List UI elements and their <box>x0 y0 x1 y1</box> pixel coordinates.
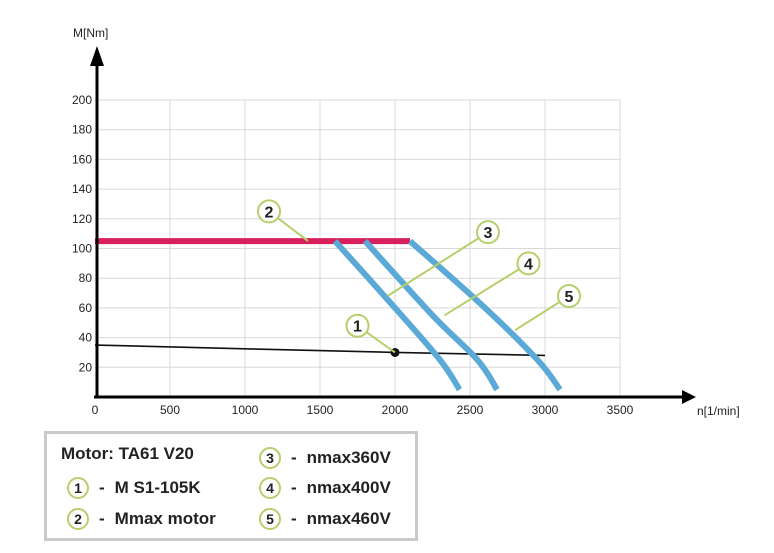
legend-entry-5: 5 - nmax460V <box>259 508 391 530</box>
legend-badge-3: 3 <box>259 447 281 469</box>
x-tick-label: 1000 <box>232 403 259 417</box>
legend-dash: - <box>291 509 297 528</box>
x-tick-label: 2000 <box>382 403 409 417</box>
callout-circle-5 <box>557 284 581 309</box>
legend-dash: - <box>99 478 105 497</box>
x-tick-label: 3500 <box>607 403 634 417</box>
grid <box>95 99 621 397</box>
legend-dash: - <box>99 509 105 528</box>
legend-label-3: nmax360V <box>306 448 391 467</box>
axes <box>90 46 696 404</box>
y-tick-label: 200 <box>72 93 92 107</box>
legend-box: Motor: TA61 V20 1 - M S1-105K 2 - Mmax m… <box>44 431 418 541</box>
callout-circle-2 <box>257 199 281 224</box>
y-tick-label: 140 <box>72 182 92 196</box>
y-tick-label: 40 <box>79 331 93 345</box>
y-tick-label: 160 <box>72 152 92 166</box>
curves <box>94 238 563 392</box>
y-tick-label: 100 <box>72 242 92 256</box>
callout-number-3: 3 <box>484 225 493 242</box>
legend-title: Motor: TA61 V20 <box>61 444 194 463</box>
callout-number-4: 4 <box>524 256 533 273</box>
legend-badge-4: 4 <box>259 477 281 499</box>
x-tick-label: 500 <box>160 403 180 417</box>
callout-circle-4 <box>516 251 541 276</box>
x-axis-arrow <box>682 390 696 404</box>
y-axis-title: M[Nm] <box>73 26 108 40</box>
callout-number-5: 5 <box>565 289 574 306</box>
callout-leader-3 <box>386 231 489 297</box>
legend-dash: - <box>291 448 297 467</box>
y-axis-arrow <box>90 46 104 66</box>
y-tick-label: 180 <box>72 123 92 137</box>
series-line-4 <box>362 239 500 392</box>
series-line-1 <box>94 344 546 357</box>
callout-circle-1 <box>345 313 370 338</box>
x-tick-label: 3000 <box>532 403 559 417</box>
x-tick-label: 1500 <box>307 403 334 417</box>
legend-entry-4: 4 - nmax400V <box>259 477 391 499</box>
y-tick-label: 120 <box>72 212 92 226</box>
legend-label-2: Mmax motor <box>114 509 216 528</box>
y-tick-label: 80 <box>79 271 93 285</box>
x-axis-title: n[1/min] <box>697 404 740 418</box>
series-line-5 <box>408 238 563 392</box>
callout-number-2: 2 <box>265 204 274 221</box>
callouts: 1 2 3 4 5 <box>257 199 581 354</box>
legend-badge-1: 1 <box>67 477 89 499</box>
legend-badge-2: 2 <box>67 508 89 530</box>
legend-dash: - <box>291 478 297 497</box>
series-line-3 <box>332 239 463 392</box>
y-tick-label: 20 <box>79 360 93 374</box>
x-tick-label: 2500 <box>457 403 484 417</box>
y-tick-label: 60 <box>79 301 93 315</box>
tick-labels: 0 500 1000 1500 2000 2500 3000 3500 20 40 60 80 100 1… <box>72 93 634 417</box>
legend-entry-2: 2 - Mmax motor <box>67 508 216 530</box>
legend-label-5: nmax460V <box>306 509 391 528</box>
legend-label-1: M S1-105K <box>114 478 201 497</box>
legend-entry-3: 3 - nmax360V <box>259 447 391 469</box>
torque-speed-chart: 0 500 1000 1500 2000 2500 3000 3500 20 40 60 80 100 1… <box>72 26 740 418</box>
legend-badge-5: 5 <box>259 508 281 530</box>
legend-entry-1: 1 - M S1-105K <box>67 477 201 499</box>
legend-label-4: nmax400V <box>306 478 391 497</box>
x-tick-label: 0 <box>92 403 99 417</box>
callout-circle-3 <box>476 220 500 245</box>
callout-leader-4 <box>443 262 530 317</box>
callout-number-1: 1 <box>353 319 362 336</box>
